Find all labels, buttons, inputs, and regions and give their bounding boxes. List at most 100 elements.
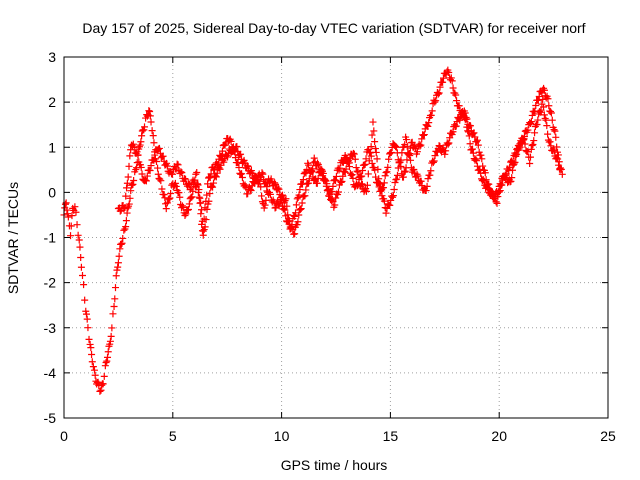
data-point [400,168,408,176]
data-point [263,183,271,191]
data-point [274,184,282,192]
data-point [424,122,432,130]
y-tick-label: -4 [44,365,57,381]
data-point [541,114,549,122]
data-point [321,176,329,184]
data-point [127,187,135,195]
data-point [71,203,79,211]
data-point [86,340,94,348]
data-point [210,179,218,187]
data-point [162,161,170,169]
data-point [114,259,122,267]
data-point [149,132,157,140]
data-point [177,168,185,176]
data-point [103,357,111,365]
data-point [235,164,243,172]
data-point [552,133,560,141]
data-point [372,173,380,181]
data-point [417,177,425,185]
data-point [477,169,485,177]
data-point [185,200,193,208]
data-point [207,170,215,178]
data-point [291,230,299,238]
data-point [88,358,96,366]
data-point [371,138,379,146]
data-point [466,122,474,130]
data-point [64,210,72,218]
data-point [91,371,99,379]
data-point [474,141,482,149]
data-point [401,167,409,175]
data-point [345,159,353,167]
data-point [293,221,301,229]
data-point [543,122,551,130]
data-point [125,200,133,208]
data-point [464,128,472,136]
data-point [291,212,299,220]
data-point [466,140,474,148]
data-point [452,91,460,99]
data-point [384,163,392,171]
data-point [334,188,342,196]
data-point [393,175,401,183]
data-point [403,142,411,150]
data-point [482,183,490,191]
data-point [116,245,124,253]
data-point [550,126,558,134]
data-point [123,179,131,187]
data-point [238,174,246,182]
data-point [203,205,211,213]
data-point [325,186,333,194]
data-point [98,381,106,389]
data-point [449,84,457,92]
data-point [480,177,488,185]
data-point [502,171,510,179]
data-point [159,152,167,160]
data-point [108,324,116,332]
data-point [182,210,190,218]
data-point [278,191,286,199]
data-point [220,158,228,166]
data-point [101,362,109,370]
data-point [119,234,127,242]
data-point [490,192,498,200]
data-points [60,66,566,395]
data-point [339,172,347,180]
data-point [314,159,322,167]
data-point [510,160,518,168]
data-point [100,372,108,380]
data-point [476,165,484,173]
data-point [363,181,371,189]
data-point [134,151,142,159]
data-point [292,201,300,209]
data-point [406,152,414,160]
data-point [281,206,289,214]
data-point [122,192,130,200]
data-point [156,175,164,183]
data-point [130,143,138,151]
x-tick-label: 25 [600,428,616,444]
data-point [82,310,90,318]
data-point [258,192,266,200]
y-tick-label: -1 [44,230,57,246]
data-point [157,177,165,185]
data-point [187,194,195,202]
y-tick-label: 2 [48,94,56,110]
data-point [435,89,443,97]
data-point [546,138,554,146]
data-point [194,189,202,197]
data-point [237,150,245,158]
data-point [126,152,134,160]
data-point [172,182,180,190]
data-point [72,208,80,216]
data-point [375,175,383,183]
data-point [64,213,72,221]
axis-ticks: 0 5 10 15 20 25 -5 -4 -3 -2 -1 0 1 2 3 [44,49,616,444]
data-point [111,295,119,303]
data-point [521,140,529,148]
data-point [191,176,199,184]
data-point [195,193,203,201]
data-point [129,140,137,148]
data-point [441,150,449,158]
